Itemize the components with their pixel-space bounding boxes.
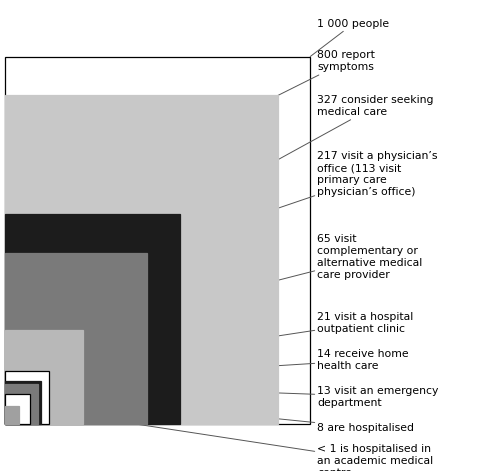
Text: 8 are hospitalised: 8 are hospitalised bbox=[30, 394, 414, 433]
Bar bbox=[5, 96, 277, 424]
Bar bbox=[5, 253, 147, 424]
Bar bbox=[5, 381, 41, 424]
Text: 21 visit a hospital
outpatient clinic: 21 visit a hospital outpatient clinic bbox=[49, 312, 413, 371]
Bar bbox=[5, 214, 179, 424]
Text: 327 consider seeking
medical care: 327 consider seeking medical care bbox=[179, 95, 433, 214]
Bar bbox=[5, 330, 83, 424]
Text: 800 report
symptoms: 800 report symptoms bbox=[277, 50, 374, 96]
Bar bbox=[5, 384, 38, 424]
Text: 65 visit
complementary or
alternative medical
care provider: 65 visit complementary or alternative me… bbox=[83, 234, 422, 330]
Bar bbox=[5, 406, 19, 424]
Text: 1 000 people: 1 000 people bbox=[310, 18, 389, 57]
Text: < 1 is hospitalised in
an academic medical
centre: < 1 is hospitalised in an academic medic… bbox=[19, 406, 432, 471]
Bar bbox=[5, 371, 49, 424]
Text: 14 receive home
health care: 14 receive home health care bbox=[41, 349, 408, 381]
Bar bbox=[5, 57, 310, 424]
Text: 13 visit an emergency
department: 13 visit an emergency department bbox=[38, 384, 438, 407]
Bar bbox=[5, 394, 30, 424]
Text: 217 visit a physician’s
office (113 visit
primary care
physician’s office): 217 visit a physician’s office (113 visi… bbox=[147, 151, 437, 253]
